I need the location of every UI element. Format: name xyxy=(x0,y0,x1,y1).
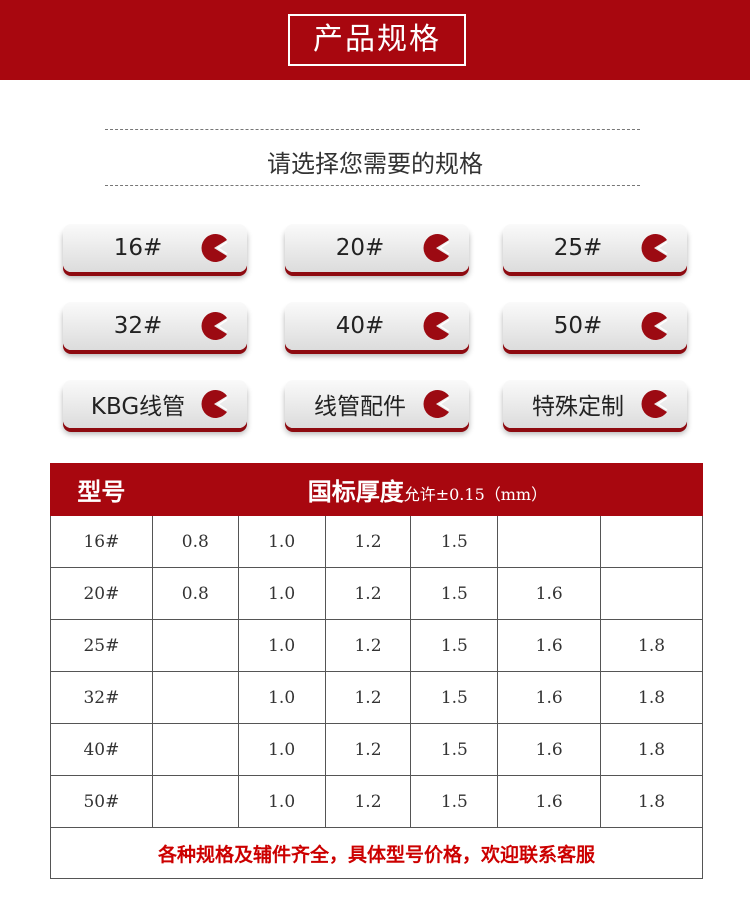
table-row: 16# 0.8 1.0 1.2 1.5 xyxy=(50,515,703,568)
spec-button[interactable]: 20# xyxy=(285,224,469,272)
thickness-cell: 1.8 xyxy=(600,619,703,672)
spec-button[interactable]: 25# xyxy=(503,224,687,272)
thickness-cell xyxy=(151,723,239,776)
thickness-cell: 1.2 xyxy=(324,723,412,776)
thickness-cell: 1.6 xyxy=(497,619,602,672)
model-cell: 25# xyxy=(50,619,153,672)
thickness-cell: 0.8 xyxy=(151,515,239,568)
table-row: 25# 1.0 1.2 1.5 1.6 1.8 xyxy=(50,619,703,672)
footer-note: 各种规格及辅件齐全，具体型号价格，欢迎联系客服 xyxy=(50,827,703,879)
pie-arrow-icon xyxy=(423,234,450,262)
spec-button-label: 20# xyxy=(335,235,385,261)
spec-table: 型号 国标厚度允许±0.15（mm） 16# 0.8 1.0 1.2 1.5 20# 0.8… xyxy=(50,463,704,879)
spec-button[interactable]: 16# xyxy=(63,224,247,272)
thickness-cell: 1.5 xyxy=(410,619,499,672)
table-row: 20# 0.8 1.0 1.2 1.5 1.6 xyxy=(50,567,703,620)
model-cell: 32# xyxy=(50,671,153,724)
thickness-cell: 1.8 xyxy=(600,671,703,724)
spec-button[interactable]: 40# xyxy=(285,302,469,350)
thickness-cell: 0.8 xyxy=(151,567,239,620)
pie-arrow-icon xyxy=(641,234,668,262)
thickness-cell xyxy=(497,515,602,568)
thickness-cell xyxy=(151,619,239,672)
thickness-cell xyxy=(151,671,239,724)
spec-button[interactable]: 50# xyxy=(503,302,687,350)
spec-button[interactable]: 32# xyxy=(63,302,247,350)
thickness-cell xyxy=(600,515,703,568)
model-cell: 50# xyxy=(50,775,153,828)
table-row: 50# 1.0 1.2 1.5 1.6 1.8 xyxy=(50,775,703,828)
thickness-cell: 1.6 xyxy=(497,671,602,724)
pie-arrow-icon xyxy=(423,312,450,340)
spec-button-label: 16# xyxy=(113,235,163,261)
thickness-cell: 1.6 xyxy=(497,775,602,828)
model-cell: 40# xyxy=(50,723,153,776)
thickness-cell: 1.2 xyxy=(324,619,412,672)
page-title: 产品规格 xyxy=(288,14,466,66)
pie-arrow-icon xyxy=(423,390,450,418)
thickness-cell: 1.2 xyxy=(324,671,412,724)
thickness-cell: 1.0 xyxy=(237,619,326,672)
thickness-cell: 1.8 xyxy=(600,723,703,776)
thickness-cell: 1.2 xyxy=(324,775,412,828)
table-row: 40# 1.0 1.2 1.5 1.6 1.8 xyxy=(50,723,703,776)
thickness-cell: 1.5 xyxy=(410,775,499,828)
pie-arrow-icon xyxy=(641,312,668,340)
header-banner: 产品规格 xyxy=(0,0,750,80)
table-row: 32# 1.0 1.2 1.5 1.6 1.8 xyxy=(50,671,703,724)
thickness-cell: 1.6 xyxy=(497,567,602,620)
divider xyxy=(105,185,640,186)
thickness-cell: 1.8 xyxy=(600,775,703,828)
spec-button[interactable]: 特殊定制 xyxy=(503,380,687,428)
pie-arrow-icon xyxy=(201,390,228,418)
thickness-cell: 1.0 xyxy=(237,671,326,724)
thickness-cell: 1.5 xyxy=(410,723,499,776)
pie-arrow-icon xyxy=(201,234,228,262)
divider xyxy=(105,129,640,130)
pie-arrow-icon xyxy=(201,312,228,340)
spec-button[interactable]: 线管配件 xyxy=(285,380,469,428)
thickness-cell: 1.0 xyxy=(237,515,326,568)
spec-button-label: 25# xyxy=(553,235,603,261)
thickness-cell xyxy=(600,567,703,620)
thickness-cell: 1.0 xyxy=(237,723,326,776)
thickness-cell: 1.0 xyxy=(237,775,326,828)
thickness-cell: 1.5 xyxy=(410,567,499,620)
model-cell: 20# xyxy=(50,567,153,620)
spec-button-label: 特殊定制 xyxy=(532,394,624,420)
thickness-cell: 1.0 xyxy=(237,567,326,620)
thickness-cell xyxy=(151,775,239,828)
thickness-cell: 1.5 xyxy=(410,671,499,724)
header-model: 型号 xyxy=(50,463,153,516)
spec-button-label: 40# xyxy=(335,313,385,339)
thickness-cell: 1.6 xyxy=(497,723,602,776)
spec-button-label: 线管配件 xyxy=(314,394,406,420)
header-thickness: 国标厚度允许±0.15（mm） xyxy=(151,463,704,516)
subtitle: 请选择您需要的规格 xyxy=(267,150,483,178)
spec-button-label: 32# xyxy=(113,313,163,339)
spec-button-label: KBG线管 xyxy=(90,394,186,420)
spec-button[interactable]: KBG线管 xyxy=(63,380,247,428)
model-cell: 16# xyxy=(50,515,153,568)
thickness-cell: 1.5 xyxy=(410,515,499,568)
thickness-cell: 1.2 xyxy=(324,567,412,620)
thickness-cell: 1.2 xyxy=(324,515,412,568)
spec-button-label: 50# xyxy=(553,313,603,339)
pie-arrow-icon xyxy=(641,390,668,418)
